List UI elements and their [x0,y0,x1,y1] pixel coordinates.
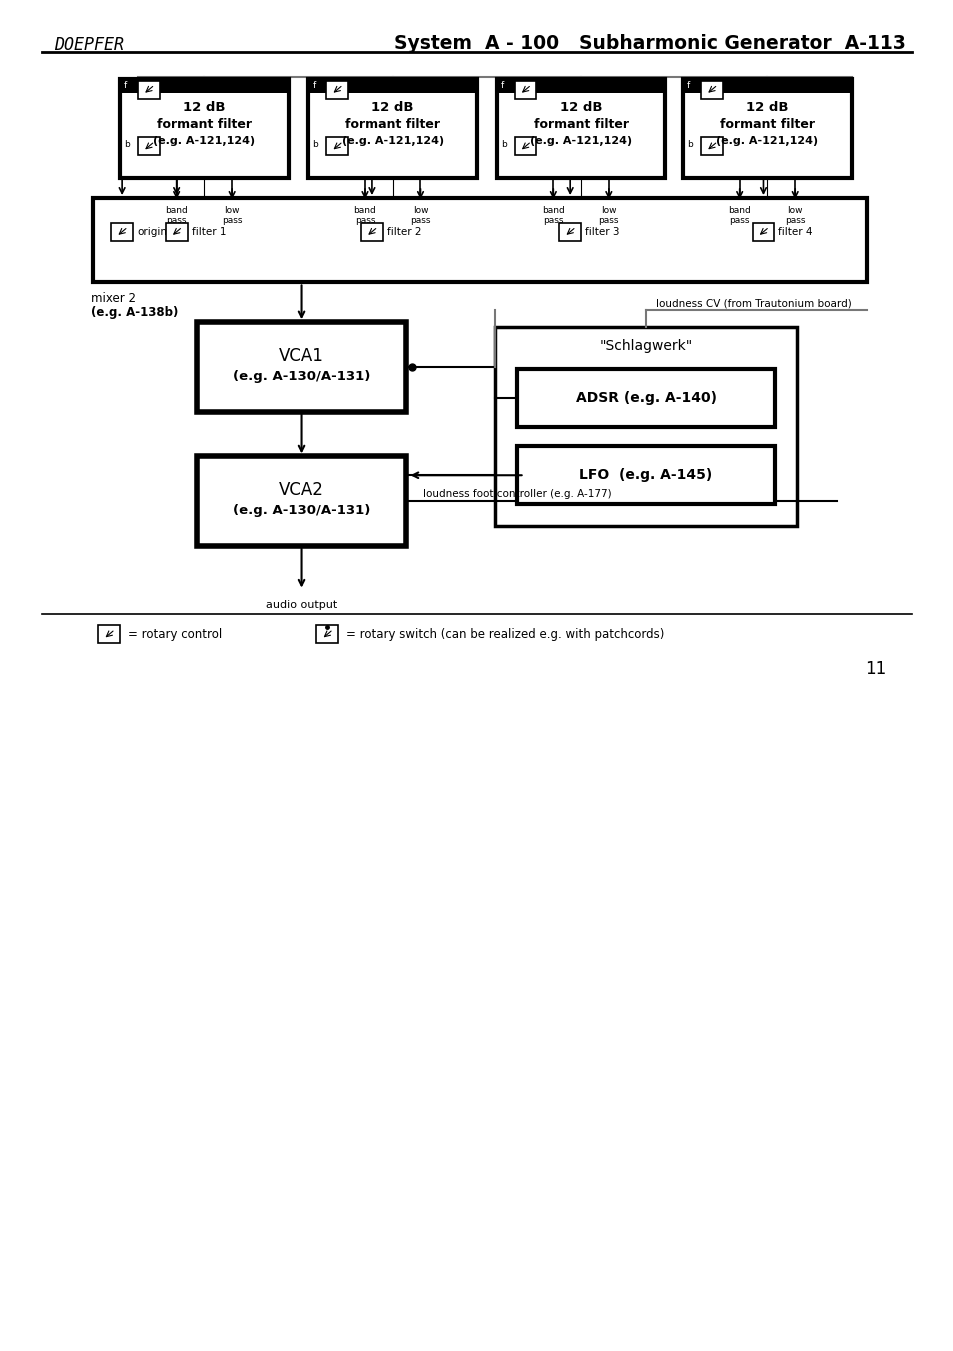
Text: = rotary control: = rotary control [128,628,222,640]
Text: (e.g. A-130/A-131): (e.g. A-130/A-131) [233,370,370,382]
Text: band: band [354,205,376,215]
Text: original: original [137,227,176,236]
Text: "Schlagwerk": "Schlagwerk" [598,339,692,353]
Bar [308,78,476,178]
Text: pass: pass [542,216,563,224]
Text: Subharmonic Generator  A-113: Subharmonic Generator A-113 [578,34,905,53]
Text: low: low [786,205,802,215]
Text: pass: pass [410,216,431,224]
Bar [517,446,775,504]
Text: b: b [124,141,130,150]
Bar [166,223,188,240]
Text: filter 3: filter 3 [584,227,618,236]
Text: pass: pass [355,216,375,224]
Bar [112,223,132,240]
Bar [495,327,797,526]
Text: pass: pass [166,216,187,224]
Bar [197,322,405,412]
Text: 11: 11 [864,661,885,678]
Text: ADSR (e.g. A-140): ADSR (e.g. A-140) [575,390,716,405]
Bar [308,78,476,93]
Text: f: f [500,81,503,89]
Text: formant filter: formant filter [533,119,628,131]
Bar [700,81,722,99]
Bar [497,78,664,93]
Bar [517,369,775,427]
Text: (e.g. A-121,124): (e.g. A-121,124) [153,136,255,146]
Text: band: band [165,205,188,215]
Text: loudness foot controller (e.g. A-177): loudness foot controller (e.g. A-177) [423,489,612,499]
Text: b: b [500,141,506,150]
Text: f: f [686,81,690,89]
Bar [120,78,289,93]
Text: (e.g. A-121,124): (e.g. A-121,124) [530,136,632,146]
Text: (e.g. A-121,124): (e.g. A-121,124) [341,136,443,146]
Text: low: low [413,205,428,215]
Bar [98,626,120,643]
Text: 12 dB: 12 dB [559,100,601,113]
Text: formant filter: formant filter [345,119,439,131]
Text: System  A - 100: System A - 100 [394,34,559,53]
Text: b: b [686,141,692,150]
Bar [120,78,289,178]
Bar [326,138,348,155]
Text: audio output: audio output [266,600,336,611]
Bar [316,626,338,643]
Text: filter 4: filter 4 [778,227,812,236]
Text: filter 1: filter 1 [192,227,226,236]
Text: filter 2: filter 2 [386,227,421,236]
Text: pass: pass [784,216,804,224]
Text: (e.g. A-138b): (e.g. A-138b) [91,307,178,319]
Text: (e.g. A-121,124): (e.g. A-121,124) [716,136,818,146]
Bar [497,78,664,178]
Text: pass: pass [729,216,749,224]
Text: formant filter: formant filter [156,119,252,131]
Text: = rotary switch (can be realized e.g. with patchcords): = rotary switch (can be realized e.g. wi… [346,628,664,640]
Bar [514,138,536,155]
Text: VCA2: VCA2 [279,481,324,500]
Bar [558,223,580,240]
Text: 12 dB: 12 dB [371,100,414,113]
Bar [752,223,774,240]
Text: formant filter: formant filter [720,119,814,131]
Text: pass: pass [222,216,242,224]
Text: f: f [313,81,315,89]
Bar [93,199,865,282]
Bar [360,223,382,240]
Bar [700,138,722,155]
Text: low: low [224,205,239,215]
Text: LFO  (e.g. A-145): LFO (e.g. A-145) [578,469,712,482]
Bar [138,138,160,155]
Bar [197,457,405,546]
Text: pass: pass [598,216,618,224]
Bar [138,81,160,99]
Bar [514,81,536,99]
Text: VCA1: VCA1 [279,347,324,365]
Text: band: band [541,205,564,215]
Text: (e.g. A-130/A-131): (e.g. A-130/A-131) [233,504,370,517]
Text: DOEPFER: DOEPFER [53,36,124,54]
Text: f: f [124,81,128,89]
Bar [682,78,851,178]
Text: mixer 2: mixer 2 [91,292,136,305]
Text: b: b [313,141,318,150]
Text: 12 dB: 12 dB [745,100,788,113]
Text: 12 dB: 12 dB [183,100,226,113]
Bar [682,78,851,93]
Text: low: low [600,205,616,215]
Bar [326,81,348,99]
Text: band: band [727,205,750,215]
Text: loudness CV (from Trautonium board): loudness CV (from Trautonium board) [656,299,851,308]
